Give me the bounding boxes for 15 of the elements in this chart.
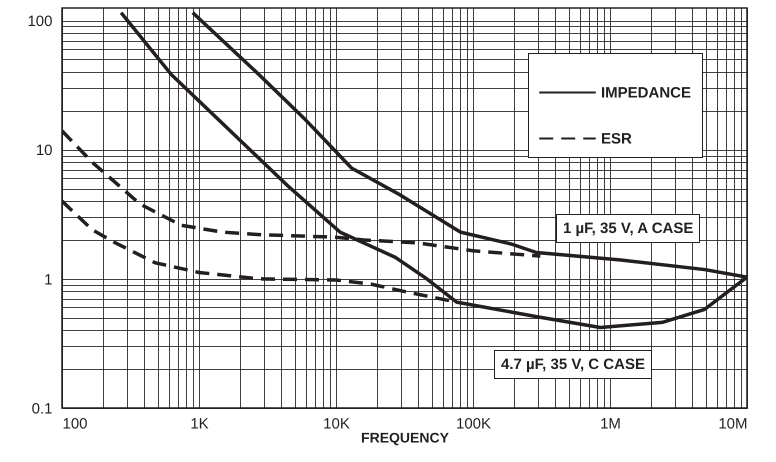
annotation: 1 µF, 35 V, A CASE [556, 214, 700, 243]
x-tick-label: 10K [323, 416, 350, 432]
y-tick-label: 100 [27, 13, 52, 30]
x-tick-label: 100K [456, 416, 492, 432]
x-axis-title: FREQUENCY [361, 430, 450, 446]
x-tick-label: 100 [62, 416, 88, 432]
legend-label: ESR [601, 130, 632, 148]
legend-label: IMPEDANCE [601, 84, 692, 102]
y-tick-label: 10 [36, 142, 52, 160]
x-tick-label: 1K [190, 416, 209, 432]
x-tick-label: 10M [718, 416, 748, 432]
y-tick-label: 0.1 [32, 400, 52, 418]
x-tick-label: 1M [600, 416, 621, 432]
annotation: 4.7 µF, 35 V, C CASE [494, 350, 652, 379]
y-tick-label: 1 [44, 271, 52, 288]
